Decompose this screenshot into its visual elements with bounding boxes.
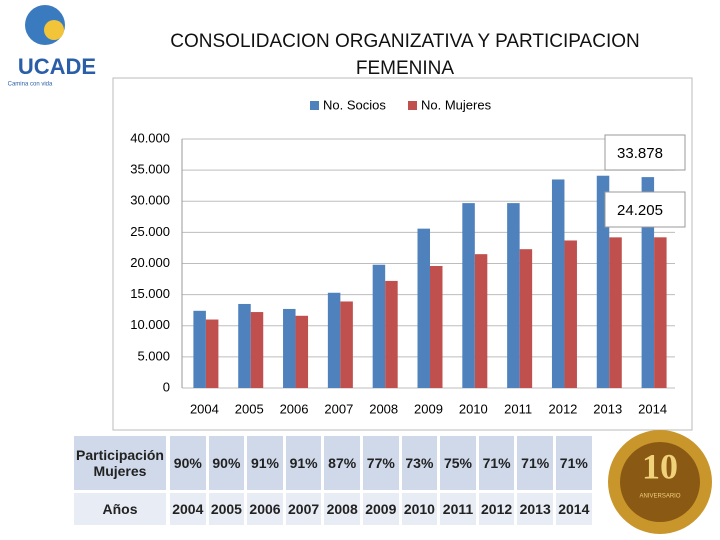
table-cell: 2011 bbox=[438, 491, 478, 527]
bar bbox=[641, 177, 655, 388]
y-tick-label: 15.000 bbox=[130, 286, 170, 301]
y-tick-label: 30.000 bbox=[130, 193, 170, 208]
table-cell: 71% bbox=[554, 434, 594, 492]
y-tick-label: 35.000 bbox=[130, 162, 170, 177]
logo-mark bbox=[44, 20, 64, 40]
table-cell: 2013 bbox=[515, 491, 555, 527]
bar bbox=[385, 280, 398, 388]
x-tick-label: 2008 bbox=[369, 401, 398, 416]
logo-tagline: Camina con vida bbox=[8, 82, 53, 88]
bar bbox=[283, 308, 296, 388]
bar bbox=[417, 228, 430, 388]
table-cell: 77% bbox=[361, 434, 401, 492]
table-cell: 73% bbox=[399, 434, 440, 492]
table-cell: 2007 bbox=[283, 491, 324, 527]
y-tick-label: 25.000 bbox=[130, 224, 170, 239]
data-label: 24.205 bbox=[617, 202, 663, 219]
table-cell: 90% bbox=[168, 434, 208, 492]
bar bbox=[609, 237, 622, 388]
bar bbox=[564, 240, 577, 388]
table-cell: 2006 bbox=[245, 491, 285, 527]
table-cell: 2012 bbox=[476, 491, 517, 527]
bar bbox=[654, 237, 667, 388]
y-tick-label: 20.000 bbox=[130, 255, 170, 270]
table-cell: 90% bbox=[206, 434, 247, 492]
table-cell: 2010 bbox=[399, 491, 440, 527]
x-tick-label: 2007 bbox=[324, 401, 353, 416]
y-tick-label: 0 bbox=[163, 379, 170, 394]
legend-swatch bbox=[408, 101, 417, 110]
x-tick-label: 2005 bbox=[235, 401, 264, 416]
y-tick-label: 10.000 bbox=[130, 317, 170, 332]
logo-text: UCADE bbox=[18, 54, 96, 79]
medal-number: 10 bbox=[642, 446, 678, 486]
table-cell: 91% bbox=[283, 434, 324, 492]
bar bbox=[250, 312, 264, 388]
bar bbox=[462, 203, 475, 388]
bar bbox=[327, 292, 341, 388]
bar bbox=[430, 265, 443, 388]
bar bbox=[295, 315, 309, 388]
bar bbox=[205, 319, 219, 388]
bar bbox=[372, 264, 386, 388]
bar bbox=[238, 303, 251, 388]
bar bbox=[474, 254, 488, 388]
bar bbox=[596, 175, 610, 388]
table-cell: 2008 bbox=[322, 491, 362, 527]
y-tick-label: 5.000 bbox=[137, 348, 170, 363]
legend-swatch bbox=[310, 101, 319, 110]
table-cell: 91% bbox=[245, 434, 285, 492]
x-tick-label: 2006 bbox=[280, 401, 309, 416]
x-tick-label: 2010 bbox=[459, 401, 488, 416]
y-tick-label: 40.000 bbox=[130, 130, 170, 145]
x-tick-label: 2004 bbox=[190, 401, 219, 416]
table-cell: 2009 bbox=[361, 491, 401, 527]
medal-text: ANIVERSARIO bbox=[639, 494, 680, 500]
table-cell: 2014 bbox=[554, 491, 594, 527]
x-tick-label: 2012 bbox=[548, 401, 577, 416]
table-cell: 2005 bbox=[206, 491, 247, 527]
data-label: 33.878 bbox=[617, 145, 663, 162]
x-tick-label: 2009 bbox=[414, 401, 443, 416]
x-tick-label: 2014 bbox=[638, 401, 667, 416]
legend-label: No. Mujeres bbox=[421, 97, 492, 112]
row-header: Años bbox=[72, 491, 168, 527]
table-cell: 75% bbox=[438, 434, 478, 492]
slide-title: CONSOLIDACION ORGANIZATIVA Y PARTICIPACI… bbox=[170, 31, 640, 79]
table-cell: 2004 bbox=[168, 491, 208, 527]
legend-label: No. Socios bbox=[323, 97, 386, 112]
bar bbox=[340, 301, 353, 388]
row-header: Participación Mujeres bbox=[72, 434, 168, 492]
bar bbox=[193, 310, 206, 388]
data-label-box bbox=[604, 134, 686, 171]
bar bbox=[507, 203, 520, 388]
table-cell: 87% bbox=[322, 434, 362, 492]
x-tick-label: 2013 bbox=[593, 401, 622, 416]
data-label-box bbox=[604, 191, 686, 228]
bar bbox=[551, 179, 565, 388]
x-tick-label: 2011 bbox=[504, 401, 532, 416]
bar bbox=[519, 249, 533, 388]
table-cell: 71% bbox=[476, 434, 517, 492]
table-cell: 71% bbox=[515, 434, 555, 492]
medal-inner bbox=[620, 442, 700, 522]
